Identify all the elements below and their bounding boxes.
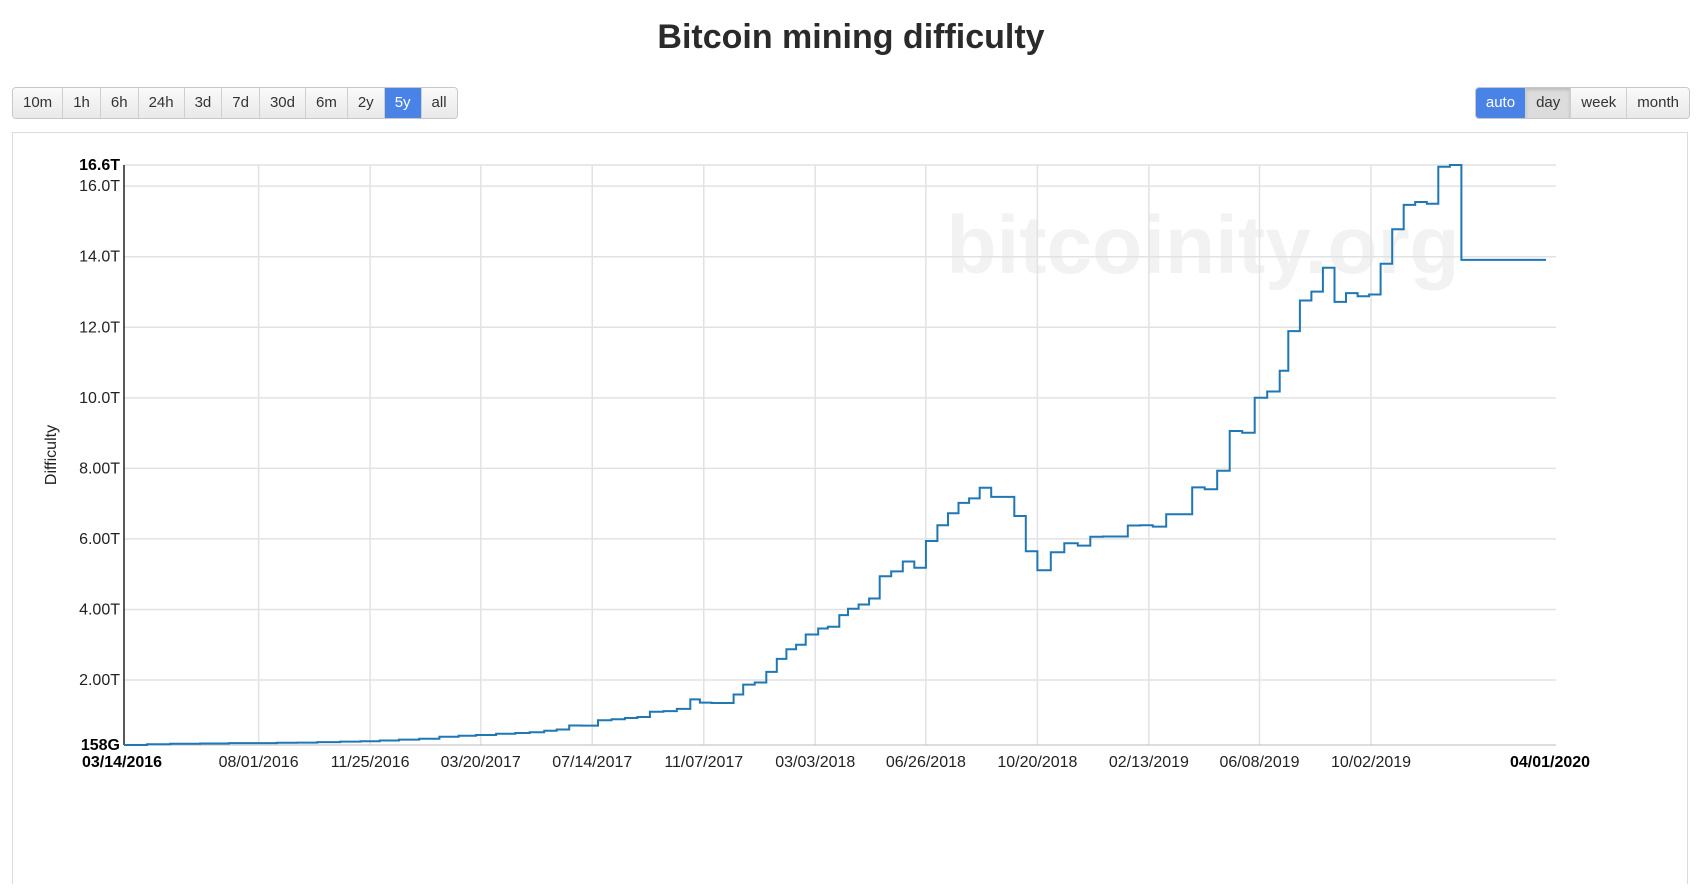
chart-container: bitcoinity.org 158G 2.00T 4.00T 6.00T 8.00T 1… [12, 132, 1688, 884]
y-tick-label: 12.0T [79, 319, 120, 336]
range-button-3d[interactable]: 3d [184, 88, 223, 118]
y-tick-label: 14.0T [79, 249, 120, 266]
x-tick-label: 11/07/2017 [664, 754, 743, 771]
y-axis: 158G 2.00T 4.00T 6.00T 8.00T 10.0T 12.0T 14.0T 1… [79, 157, 125, 754]
range-button-2y[interactable]: 2y [347, 88, 385, 118]
y-tick-label: 10.0T [79, 390, 120, 407]
group-button-month[interactable]: month [1627, 88, 1689, 118]
y-tick-label: 4.00T [79, 601, 120, 618]
time-range-selector: 10m 1h 6h 24h 3d 7d 30d 6m 2y 5y all [12, 87, 458, 119]
x-tick-label: 06/26/2018 [886, 754, 966, 771]
x-tick-label: 03/03/2018 [775, 754, 855, 771]
x-tick-label: 08/01/2016 [219, 754, 299, 771]
range-button-10m[interactable]: 10m [13, 88, 64, 118]
group-button-week[interactable]: week [1571, 88, 1628, 118]
range-button-6m[interactable]: 6m [306, 88, 348, 118]
y-tick-label: 158G [81, 737, 120, 754]
group-button-day[interactable]: day [1526, 88, 1572, 118]
difficulty-series-line [124, 164, 1546, 746]
x-tick-label: 10/02/2019 [1331, 754, 1411, 771]
chart-title: Bitcoin mining difficulty [657, 18, 1045, 56]
x-tick-label: 02/13/2019 [1109, 754, 1189, 771]
x-tick-label: 04/01/2020 [1510, 754, 1590, 771]
range-button-24h[interactable]: 24h [138, 88, 185, 118]
y-tick-label: 2.00T [79, 672, 120, 689]
x-tick-label: 03/20/2017 [441, 754, 521, 771]
range-button-7d[interactable]: 7d [222, 88, 260, 118]
y-axis-label: Difficulty [43, 425, 60, 485]
x-axis: 03/14/2016 08/01/2016 11/25/2016 03/20/2017… [82, 744, 1590, 771]
range-button-5y[interactable]: 5y [384, 88, 422, 118]
x-tick-label: 06/08/2019 [1219, 754, 1299, 771]
watermark-text: bitcoinity.org [946, 200, 1459, 291]
range-button-6h[interactable]: 6h [100, 88, 139, 118]
difficulty-chart: bitcoinity.org 158G2.00T4.00T6.00T8.00T1… [43, 157, 1590, 771]
x-tick-label: 11/25/2016 [331, 754, 410, 771]
range-button-all[interactable]: all [421, 88, 457, 118]
x-tick-label: 10/20/2018 [997, 754, 1077, 771]
grid-lines [124, 164, 1556, 745]
y-tick-label: 16.6T [79, 157, 120, 174]
x-tick-label: 07/14/2017 [552, 754, 632, 771]
range-button-1h[interactable]: 1h [63, 88, 101, 118]
range-button-30d[interactable]: 30d [259, 88, 306, 118]
grouping-selector: auto day week month [1474, 87, 1690, 119]
y-tick-label: 8.00T [79, 460, 120, 477]
group-button-auto[interactable]: auto [1475, 88, 1527, 118]
y-tick-label: 6.00T [79, 531, 120, 548]
x-tick-label: 03/14/2016 [82, 754, 162, 771]
y-tick-label: 16.0T [79, 178, 120, 195]
